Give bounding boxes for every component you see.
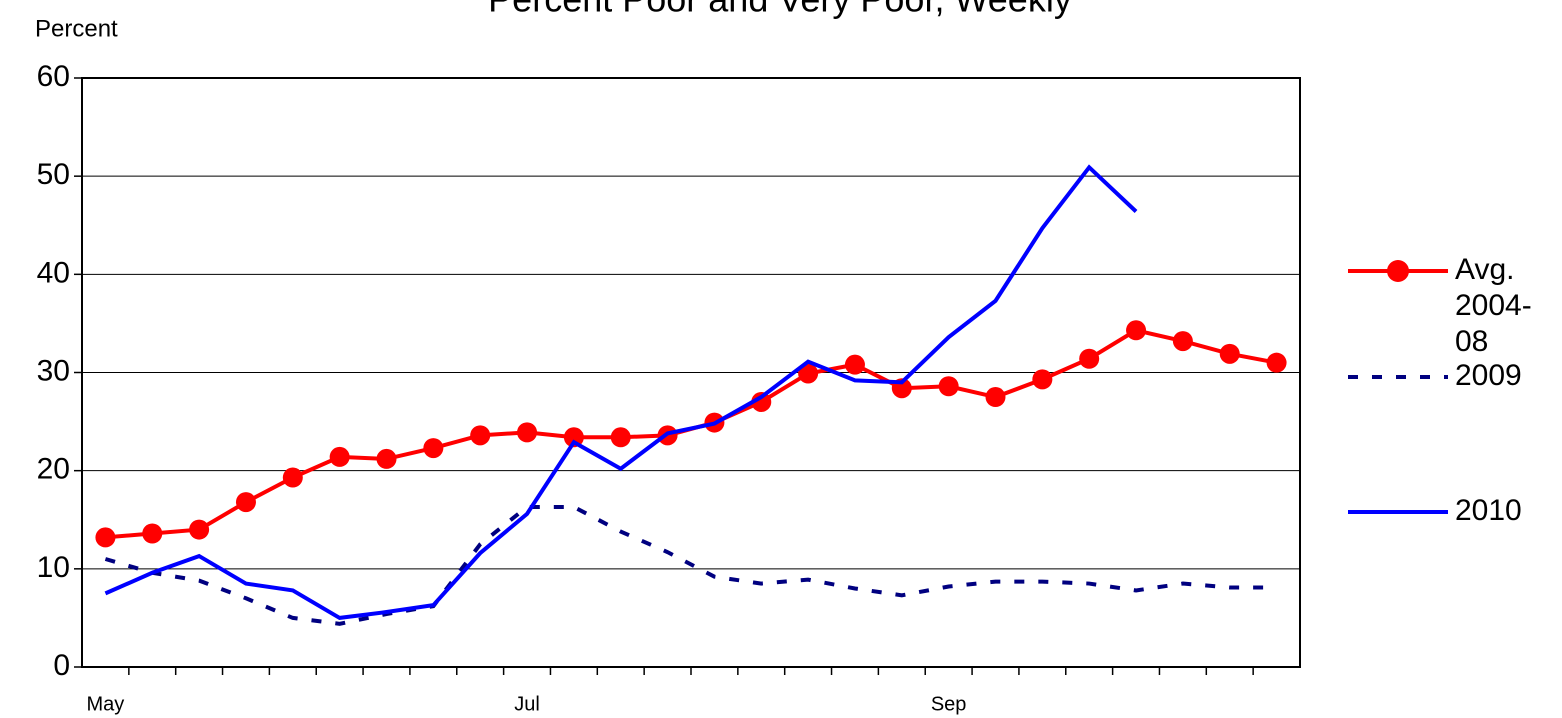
- series-line: [104, 504, 1277, 626]
- legend-label: 2010: [1455, 494, 1522, 527]
- point: [1079, 348, 1100, 369]
- y-tick-label: 40: [37, 256, 70, 289]
- point: [938, 376, 959, 397]
- point: [1266, 352, 1287, 373]
- point: [470, 425, 491, 446]
- series-line: [105, 328, 1277, 540]
- y-tick-label: 10: [37, 551, 70, 584]
- point: [1126, 320, 1147, 341]
- point: [95, 527, 116, 548]
- y-tick-label: 30: [37, 354, 70, 387]
- point: [142, 523, 163, 544]
- y-tick-label: 60: [37, 60, 70, 93]
- legend-marker: [1387, 260, 1409, 282]
- point: [235, 492, 256, 513]
- point: [563, 427, 584, 448]
- y-axis-label: Percent: [35, 15, 118, 42]
- point: [1032, 369, 1053, 390]
- y-tick-label: 50: [37, 158, 70, 191]
- legend-label: 2009: [1455, 359, 1522, 392]
- y-tick-label: 20: [37, 453, 70, 486]
- series-line: [104, 164, 1138, 620]
- point: [1172, 331, 1193, 352]
- point: [1219, 343, 1240, 364]
- point: [376, 448, 397, 469]
- point: [517, 422, 538, 443]
- point: [189, 519, 210, 540]
- point: [610, 427, 631, 448]
- point: [844, 354, 865, 375]
- x-tick-label: Sep: [931, 693, 967, 715]
- point: [329, 446, 350, 467]
- chart-title: Percent Poor and Very Poor, Weekly: [488, 0, 1072, 20]
- point: [282, 467, 303, 488]
- point: [423, 438, 444, 459]
- y-tick-label: 0: [53, 649, 70, 682]
- point: [798, 363, 819, 384]
- x-tick-label: May: [87, 693, 125, 715]
- point: [985, 387, 1006, 408]
- x-tick-label: Jul: [514, 693, 540, 715]
- point: [751, 391, 772, 412]
- legend-label: Avg. 2004-08: [1455, 253, 1532, 358]
